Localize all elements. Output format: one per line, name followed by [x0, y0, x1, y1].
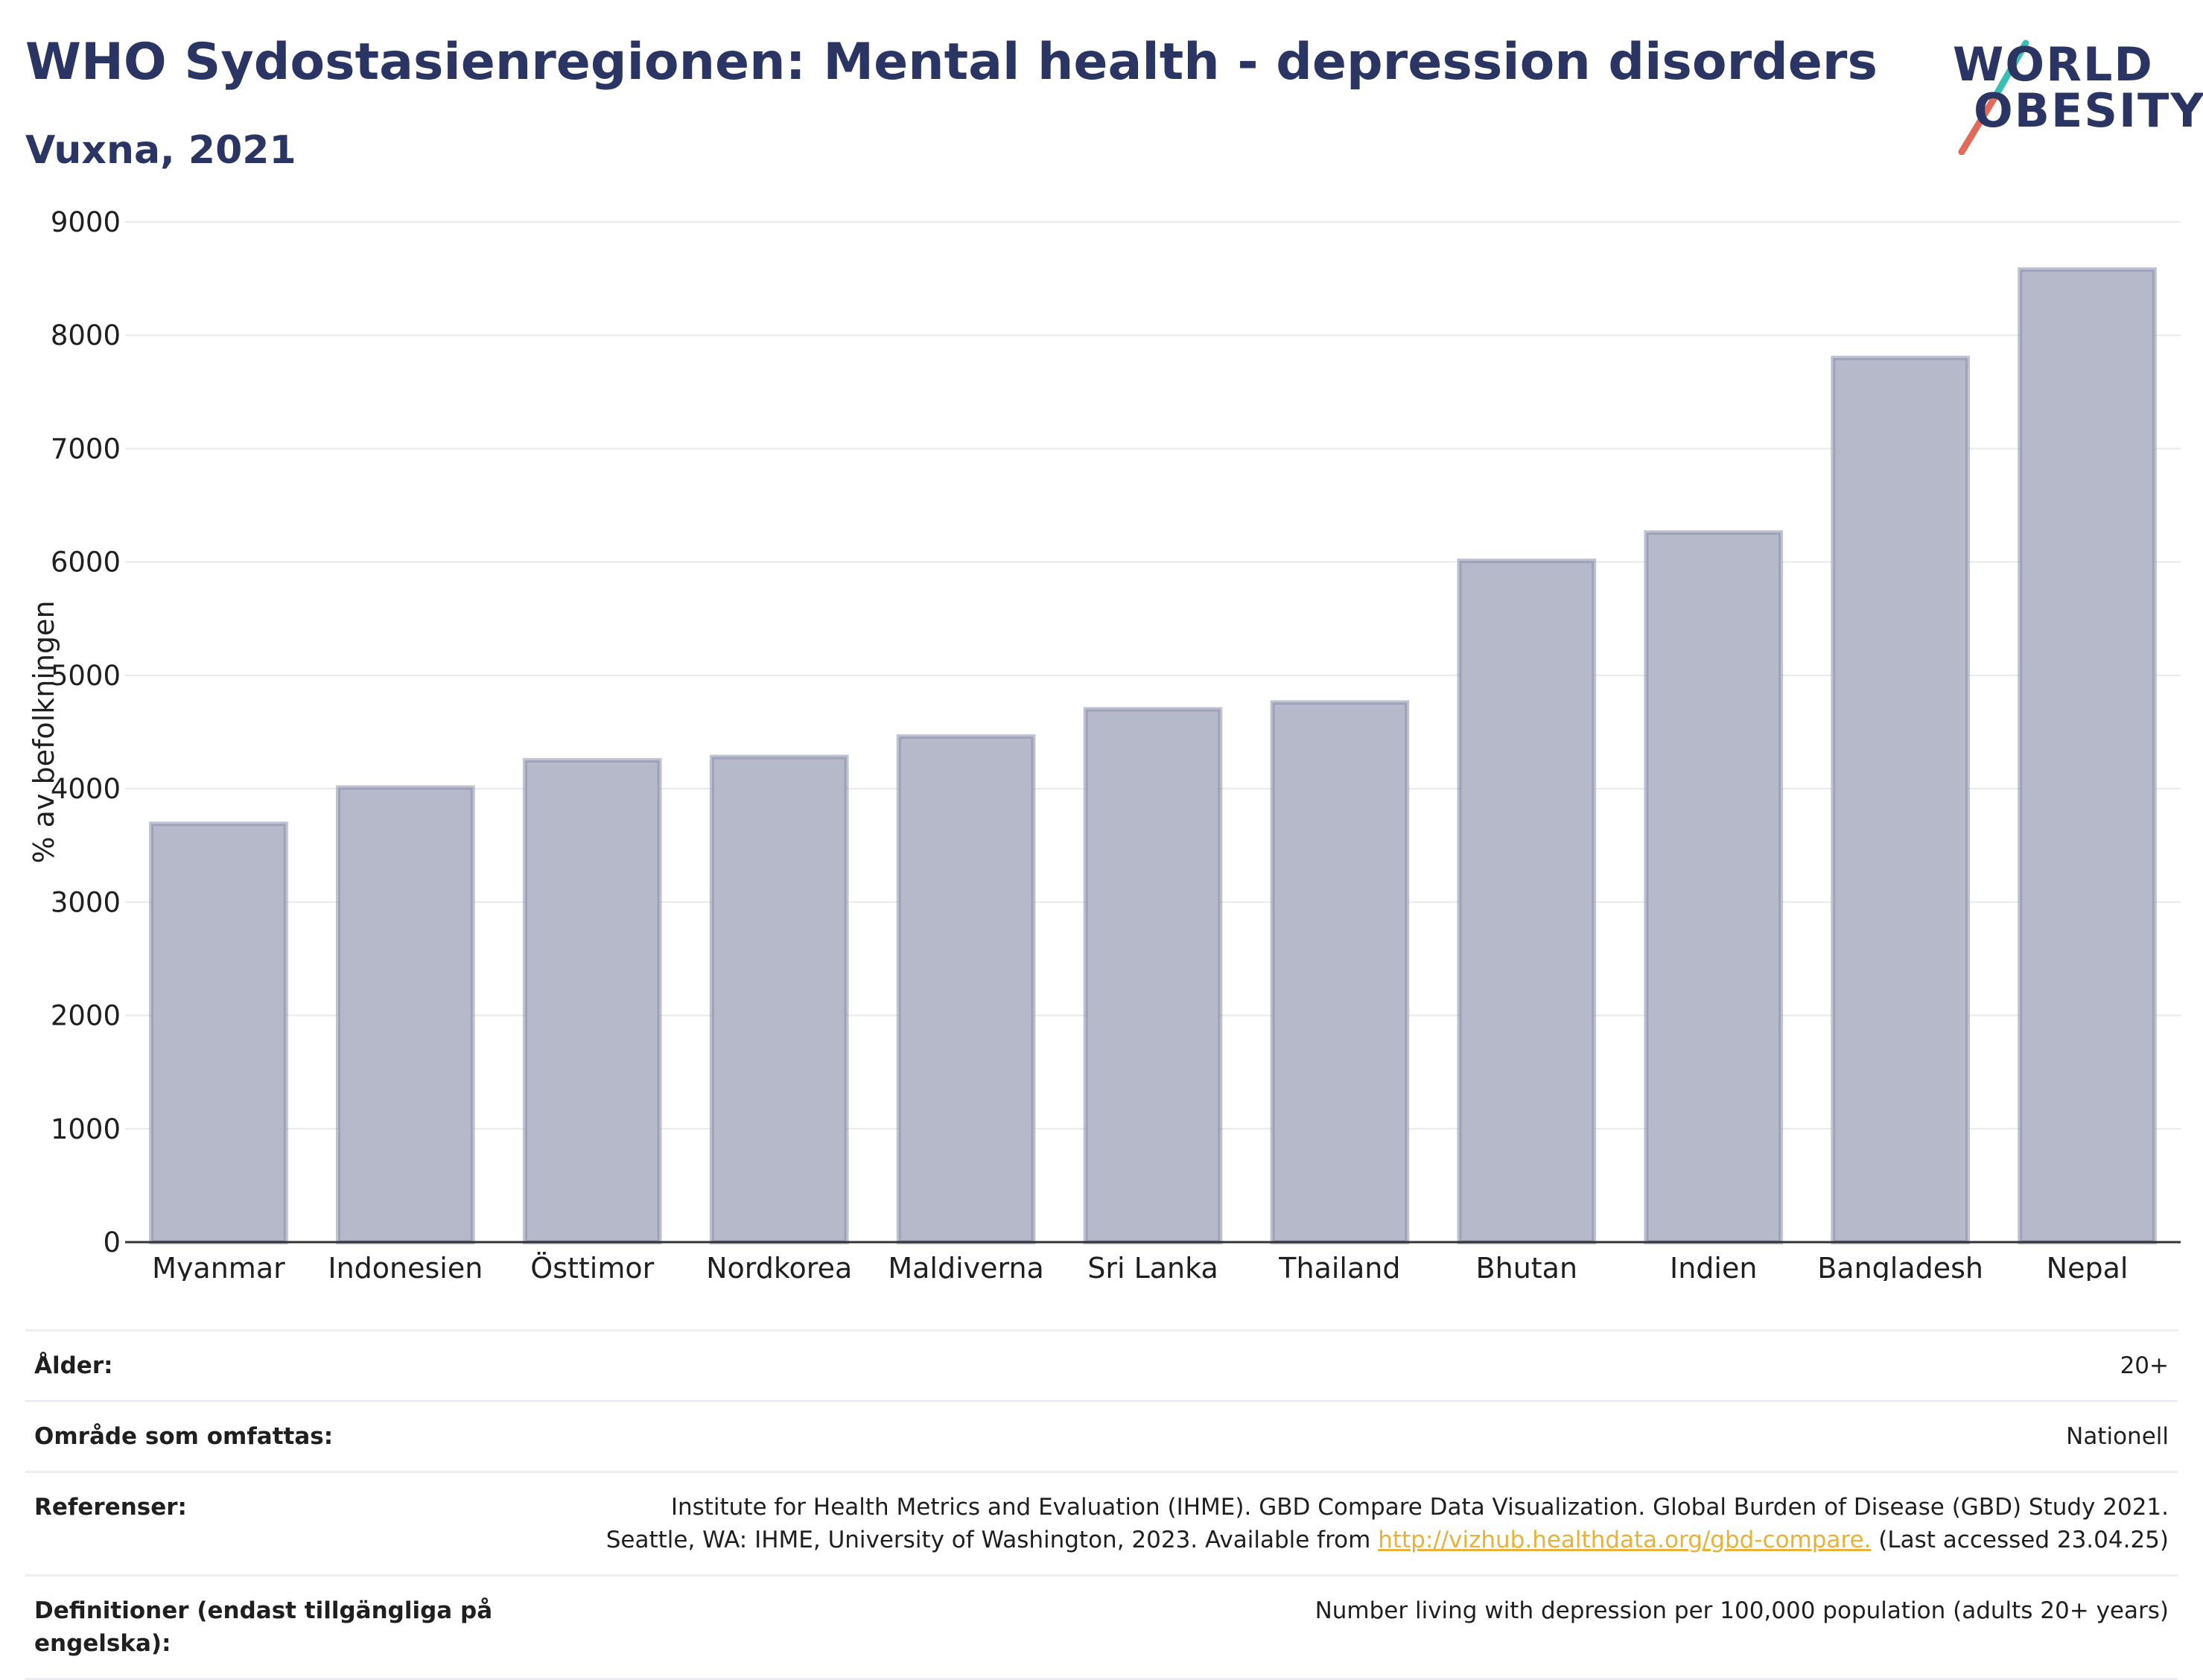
- x-tick-label: Bangladesh: [1817, 1252, 1983, 1281]
- bar: [2018, 267, 2157, 1244]
- metadata-table: Ålder: 20+ Område som omfattas: Nationel…: [25, 1329, 2178, 1680]
- bar: [709, 754, 849, 1244]
- y-tick-label: 4000: [51, 773, 121, 805]
- y-tick-label: 6000: [51, 547, 121, 579]
- x-tick-label: Maldiverna: [888, 1252, 1044, 1281]
- bars: [149, 267, 2157, 1245]
- bar: [1270, 700, 1410, 1244]
- logo-slash-icon: [1958, 39, 2029, 155]
- meta-area-value: Nationell: [2066, 1423, 2169, 1450]
- y-tick-label: 8000: [51, 319, 121, 351]
- y-axis-ticks: 0 1000 2000 3000 4000 5000 6000 7000 8000 9000: [51, 206, 121, 1259]
- bar: [1083, 707, 1223, 1244]
- chart-title: WHO Sydostasienregionen: Mental health -…: [25, 33, 1878, 92]
- bar: [896, 734, 1036, 1244]
- x-tick-label: Östtimor: [530, 1252, 654, 1281]
- y-tick-label: 2000: [51, 1000, 121, 1032]
- x-tick-label: Sri Lanka: [1087, 1252, 1218, 1281]
- y-tick-label: 1000: [51, 1113, 121, 1145]
- meta-defs-label: Definitioner (endast tillgängliga på eng…: [34, 1597, 493, 1657]
- logo-text-line1: WORLD: [1953, 37, 2154, 92]
- x-axis-ticks: Myanmar Indonesien Östtimor Nordkorea Maldiv…: [152, 1252, 2128, 1281]
- meta-row-definitions: Definitioner (endast tillgängliga på eng…: [25, 1575, 2178, 1679]
- chart-subtitle: Vuxna, 2021: [25, 128, 296, 173]
- meta-row-age: Ålder: 20+: [25, 1330, 2178, 1401]
- meta-row-area: Område som omfattas: Nationell: [25, 1401, 2178, 1472]
- x-tick-label: Indien: [1670, 1252, 1757, 1281]
- logo-text-line2: OBESITY: [1974, 83, 2203, 138]
- y-tick-label: 5000: [51, 660, 121, 692]
- bar-chart: 0 1000 2000 3000 4000 5000 6000 7000 8000 9000 My…: [28, 206, 2181, 1281]
- bar: [1644, 530, 1784, 1245]
- y-tick-label: 3000: [51, 886, 121, 918]
- refs-line1: Institute for Health Metrics and Evaluat…: [670, 1494, 2169, 1521]
- meta-area-label: Område som omfattas:: [34, 1423, 334, 1450]
- meta-row-references: Referenser: Institute for Health Metrics…: [25, 1471, 2178, 1576]
- x-tick-label: Thailand: [1278, 1252, 1400, 1281]
- bar: [1457, 559, 1597, 1244]
- bar: [149, 821, 288, 1244]
- x-tick-label: Nordkorea: [706, 1252, 852, 1281]
- x-tick-label: Bhutan: [1476, 1252, 1578, 1281]
- bar: [336, 785, 475, 1244]
- meta-refs-label: Referenser:: [34, 1494, 187, 1521]
- x-tick-label: Nepal: [2047, 1252, 2129, 1281]
- meta-refs-value: Institute for Health Metrics and Evaluat…: [505, 1472, 2178, 1576]
- meta-age-value: 20+: [2120, 1352, 2169, 1379]
- refs-line2-post: (Last accessed 23.04.25): [1871, 1527, 2169, 1553]
- y-tick-label: 9000: [51, 206, 121, 238]
- x-tick-label: Indonesien: [328, 1252, 483, 1281]
- refs-line2-pre: Seattle, WA: IHME, University of Washing…: [605, 1527, 1379, 1553]
- y-tick-label: 7000: [51, 433, 121, 465]
- x-tick-label: Myanmar: [152, 1252, 285, 1281]
- meta-age-label: Ålder:: [34, 1352, 113, 1379]
- bar: [1831, 355, 1970, 1245]
- meta-defs-value: Number living with depression per 100,00…: [1315, 1597, 2169, 1624]
- bar: [522, 758, 662, 1244]
- refs-link[interactable]: http://vizhub.healthdata.org/gbd-compare…: [1378, 1527, 1872, 1553]
- y-tick-label: 0: [103, 1226, 121, 1259]
- y-axis-label: % av befolkningen: [28, 600, 60, 863]
